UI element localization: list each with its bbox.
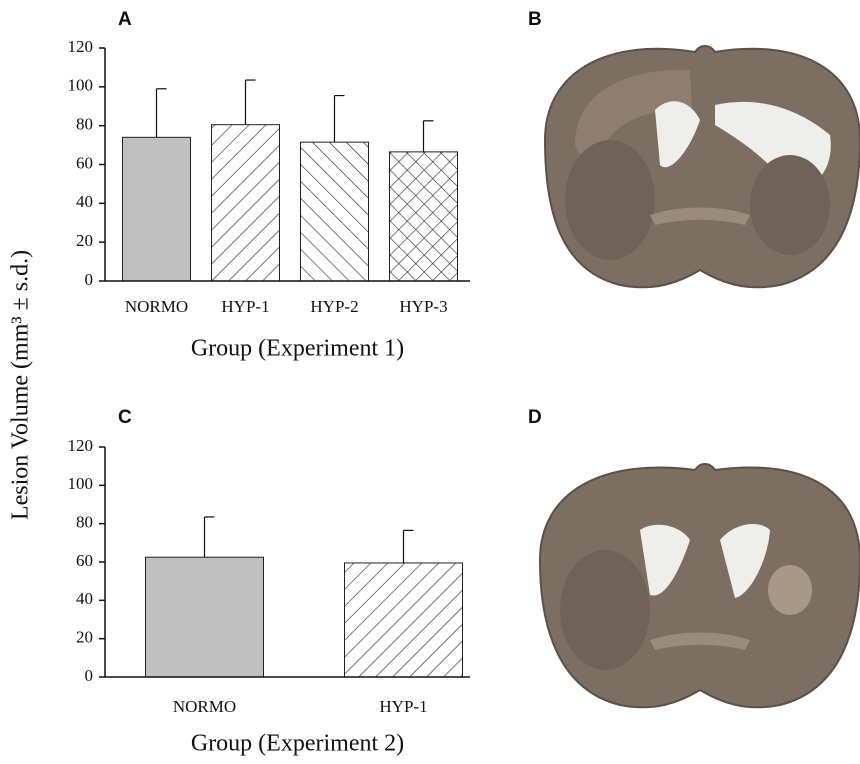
- y-tick-label: 80: [76, 513, 93, 532]
- figure: Lesion Volume (mm³ ± s.d.) B D A Group (E…: [0, 0, 860, 764]
- y-tick-label: 100: [68, 76, 94, 95]
- x-tick-label: HYP-1: [221, 297, 269, 316]
- y-tick-label: 0: [85, 666, 94, 685]
- panel-label: B: [528, 9, 542, 30]
- bar: [345, 563, 463, 677]
- x-tick-label: NORMO: [125, 297, 188, 316]
- panel-label: D: [528, 407, 542, 428]
- y-tick-label: 0: [85, 270, 94, 289]
- y-tick-label: 60: [76, 153, 93, 172]
- panel-label: C: [118, 407, 132, 428]
- x-tick-label: HYP-2: [310, 297, 358, 316]
- brain-image: [540, 464, 860, 707]
- y-tick-label: 80: [76, 115, 93, 134]
- x-tick-label: HYP-1: [379, 697, 427, 716]
- x-tick-label: HYP-3: [399, 297, 447, 316]
- y-axis-title: Lesion Volume (mm³ ± s.d.): [8, 250, 34, 520]
- y-tick-label: 40: [76, 589, 93, 608]
- y-tick-label: 120: [68, 37, 94, 56]
- x-tick-label: NORMO: [173, 697, 236, 716]
- y-tick-label: 60: [76, 551, 93, 570]
- y-tick-label: 120: [68, 436, 94, 455]
- x-axis-title: Group (Experiment 2): [191, 731, 404, 757]
- y-tick-label: 20: [76, 628, 93, 647]
- x-axis-title: Group (Experiment 1): [191, 336, 404, 362]
- bar: [146, 557, 264, 677]
- y-tick-label: 40: [76, 192, 93, 211]
- y-tick-label: 100: [68, 474, 94, 493]
- y-tick-label: 20: [76, 231, 93, 250]
- bar: [123, 137, 191, 281]
- panel-label: A: [118, 9, 132, 30]
- bar: [301, 142, 369, 281]
- brain-image: [545, 46, 860, 287]
- bar: [390, 152, 458, 281]
- bar: [212, 125, 280, 281]
